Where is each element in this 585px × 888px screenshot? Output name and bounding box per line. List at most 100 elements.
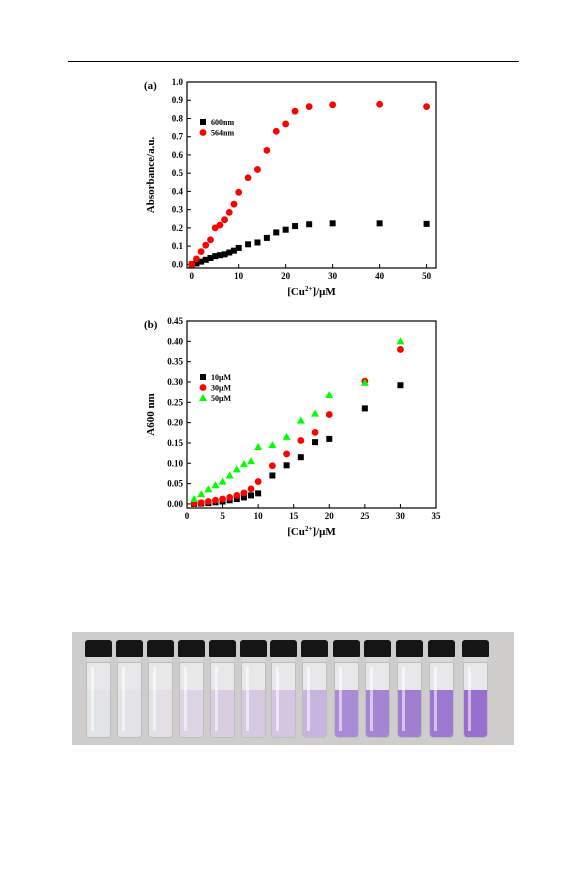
panel-1-series-1-point xyxy=(212,496,219,504)
vial xyxy=(147,640,174,742)
vial xyxy=(116,640,143,742)
panel-0-legend-marker xyxy=(200,119,206,125)
panel-0-series-1-point xyxy=(305,103,313,111)
panel-1-xtick-label: 20 xyxy=(325,511,335,521)
panel-1-series-0-point xyxy=(283,462,290,469)
panel-1-series-1-point xyxy=(311,428,319,436)
panel-1-xtick-label: 5 xyxy=(220,511,225,521)
panel-1-ytick-label: 0.20 xyxy=(167,418,183,428)
vial-glass xyxy=(302,662,327,738)
panel-1-series-1-point xyxy=(226,494,234,501)
panel-1-legend-marker xyxy=(199,394,207,401)
panel-1-series-1-point xyxy=(197,499,205,507)
panel-0-series-0-point xyxy=(292,223,299,230)
vial-glass xyxy=(241,662,266,738)
panel-1-series-1-point xyxy=(397,346,404,353)
panel-1-series-1-point xyxy=(240,489,248,497)
panel-1-series-0-point xyxy=(326,435,333,442)
panel-0-series-1-point xyxy=(282,120,290,128)
vial-cap xyxy=(428,640,455,657)
vial-shine xyxy=(153,667,156,731)
vial xyxy=(240,640,267,742)
panel-0-ytick-label: 0.9 xyxy=(172,95,184,105)
panel-0-series-0-point xyxy=(329,220,336,227)
panel-1-legend-marker xyxy=(199,384,207,391)
panel-0-series-0-point xyxy=(254,239,261,246)
panel-0-ytick-label: 1.0 xyxy=(172,77,184,87)
panel-0-ytick-label: 0.0 xyxy=(172,259,184,269)
vial-glass xyxy=(365,662,390,738)
panel-1-series-1-point xyxy=(283,450,290,458)
panel-1-xtick-label: 10 xyxy=(254,511,264,521)
panel-0-series-0 xyxy=(188,220,430,268)
panel-1-xlabel: [Cu2+]/μM xyxy=(287,525,336,538)
vial-cap xyxy=(116,640,143,657)
panel-0-series-1-point xyxy=(291,107,299,115)
panel-0-letter: (a) xyxy=(144,80,157,92)
panel-1-xtick-label: 0 xyxy=(185,511,190,521)
vial-shine xyxy=(215,667,218,731)
panel-1-ytick-label: 0.35 xyxy=(167,357,183,367)
vial-shine xyxy=(184,667,187,731)
panel-1-series-0-point xyxy=(255,490,262,497)
panel-1-legend-label: 50μM xyxy=(211,394,232,403)
panel-0-series-0-point xyxy=(423,220,430,227)
vial-cap xyxy=(178,640,205,657)
panel-0-legend-label: 564nm xyxy=(211,129,234,138)
vial-shine xyxy=(402,667,405,731)
vial-shine xyxy=(307,667,310,731)
panel-0-series-1-point xyxy=(221,216,228,224)
vial xyxy=(178,640,205,742)
panel-0-series-0-point xyxy=(198,258,205,265)
vial xyxy=(462,640,489,742)
vial-glass xyxy=(117,662,142,738)
panel-0-series-0-point xyxy=(245,241,252,248)
panel-0-xtick-label: 0 xyxy=(189,271,194,281)
panel-1-letter: (b) xyxy=(144,319,158,331)
panel-0-series-1-point xyxy=(423,103,431,111)
panel-0-series-0-point xyxy=(216,252,223,259)
panel-1-series-2-point xyxy=(239,460,248,468)
vial-neck xyxy=(303,657,326,662)
page-top-rule xyxy=(68,61,519,62)
panel-1-series-0-point xyxy=(297,454,304,461)
panel-0-ytick-label: 0.5 xyxy=(172,168,184,178)
panel-0-ytick-label: 0.1 xyxy=(172,241,184,251)
vial-neck xyxy=(118,657,141,662)
vial-glass xyxy=(210,662,235,738)
panel-1-series-2-point xyxy=(204,485,213,493)
panel-1-ytick-label: 0.25 xyxy=(167,397,183,407)
panel-0-series-0-point xyxy=(193,260,200,267)
panel-1-series-1-point xyxy=(325,411,333,418)
vial-cap xyxy=(333,640,360,657)
vial-glass xyxy=(148,662,173,738)
panel-1-series-0-point xyxy=(248,492,255,499)
panel-1-ytick-label: 0.05 xyxy=(167,479,183,489)
vial-shine xyxy=(122,667,125,731)
vial-cap xyxy=(85,640,112,657)
vial-neck xyxy=(242,657,265,662)
panel-1-series-1-point xyxy=(254,478,262,485)
vial-neck xyxy=(272,657,295,662)
panel-1-xtick-label: 25 xyxy=(360,511,370,521)
panel-1-series-2-point xyxy=(296,416,305,424)
panel-1-ytick-label: 0.10 xyxy=(167,458,183,468)
panel-1-series-0-point xyxy=(269,472,276,479)
vial-glass xyxy=(86,662,111,738)
vial-cap xyxy=(147,640,174,657)
vial xyxy=(270,640,297,742)
panel-1-series-0-point xyxy=(240,494,247,501)
panel-1-series-0-point xyxy=(361,405,368,412)
vial xyxy=(85,640,112,742)
panel-1-series-2-point xyxy=(218,477,227,485)
chart-figure: 0.0 0.1 0.2 0.3 0.4 0.5 0.6 0.7 0.8 0.9 1.0 0 10 20 30… xyxy=(144,77,441,538)
panel-0-legend-label: 600nm xyxy=(211,118,234,127)
panel-1-xtick-label: 30 xyxy=(396,511,406,521)
panel-0-xtick-label: 20 xyxy=(281,271,291,281)
vial-cap xyxy=(364,640,391,657)
vial-cap xyxy=(301,640,328,657)
panel-0-series-1-point xyxy=(235,188,243,196)
panel-1-series-0-point xyxy=(312,439,319,446)
panel-1-series-2-point xyxy=(325,390,334,398)
vial-shine xyxy=(370,667,373,731)
